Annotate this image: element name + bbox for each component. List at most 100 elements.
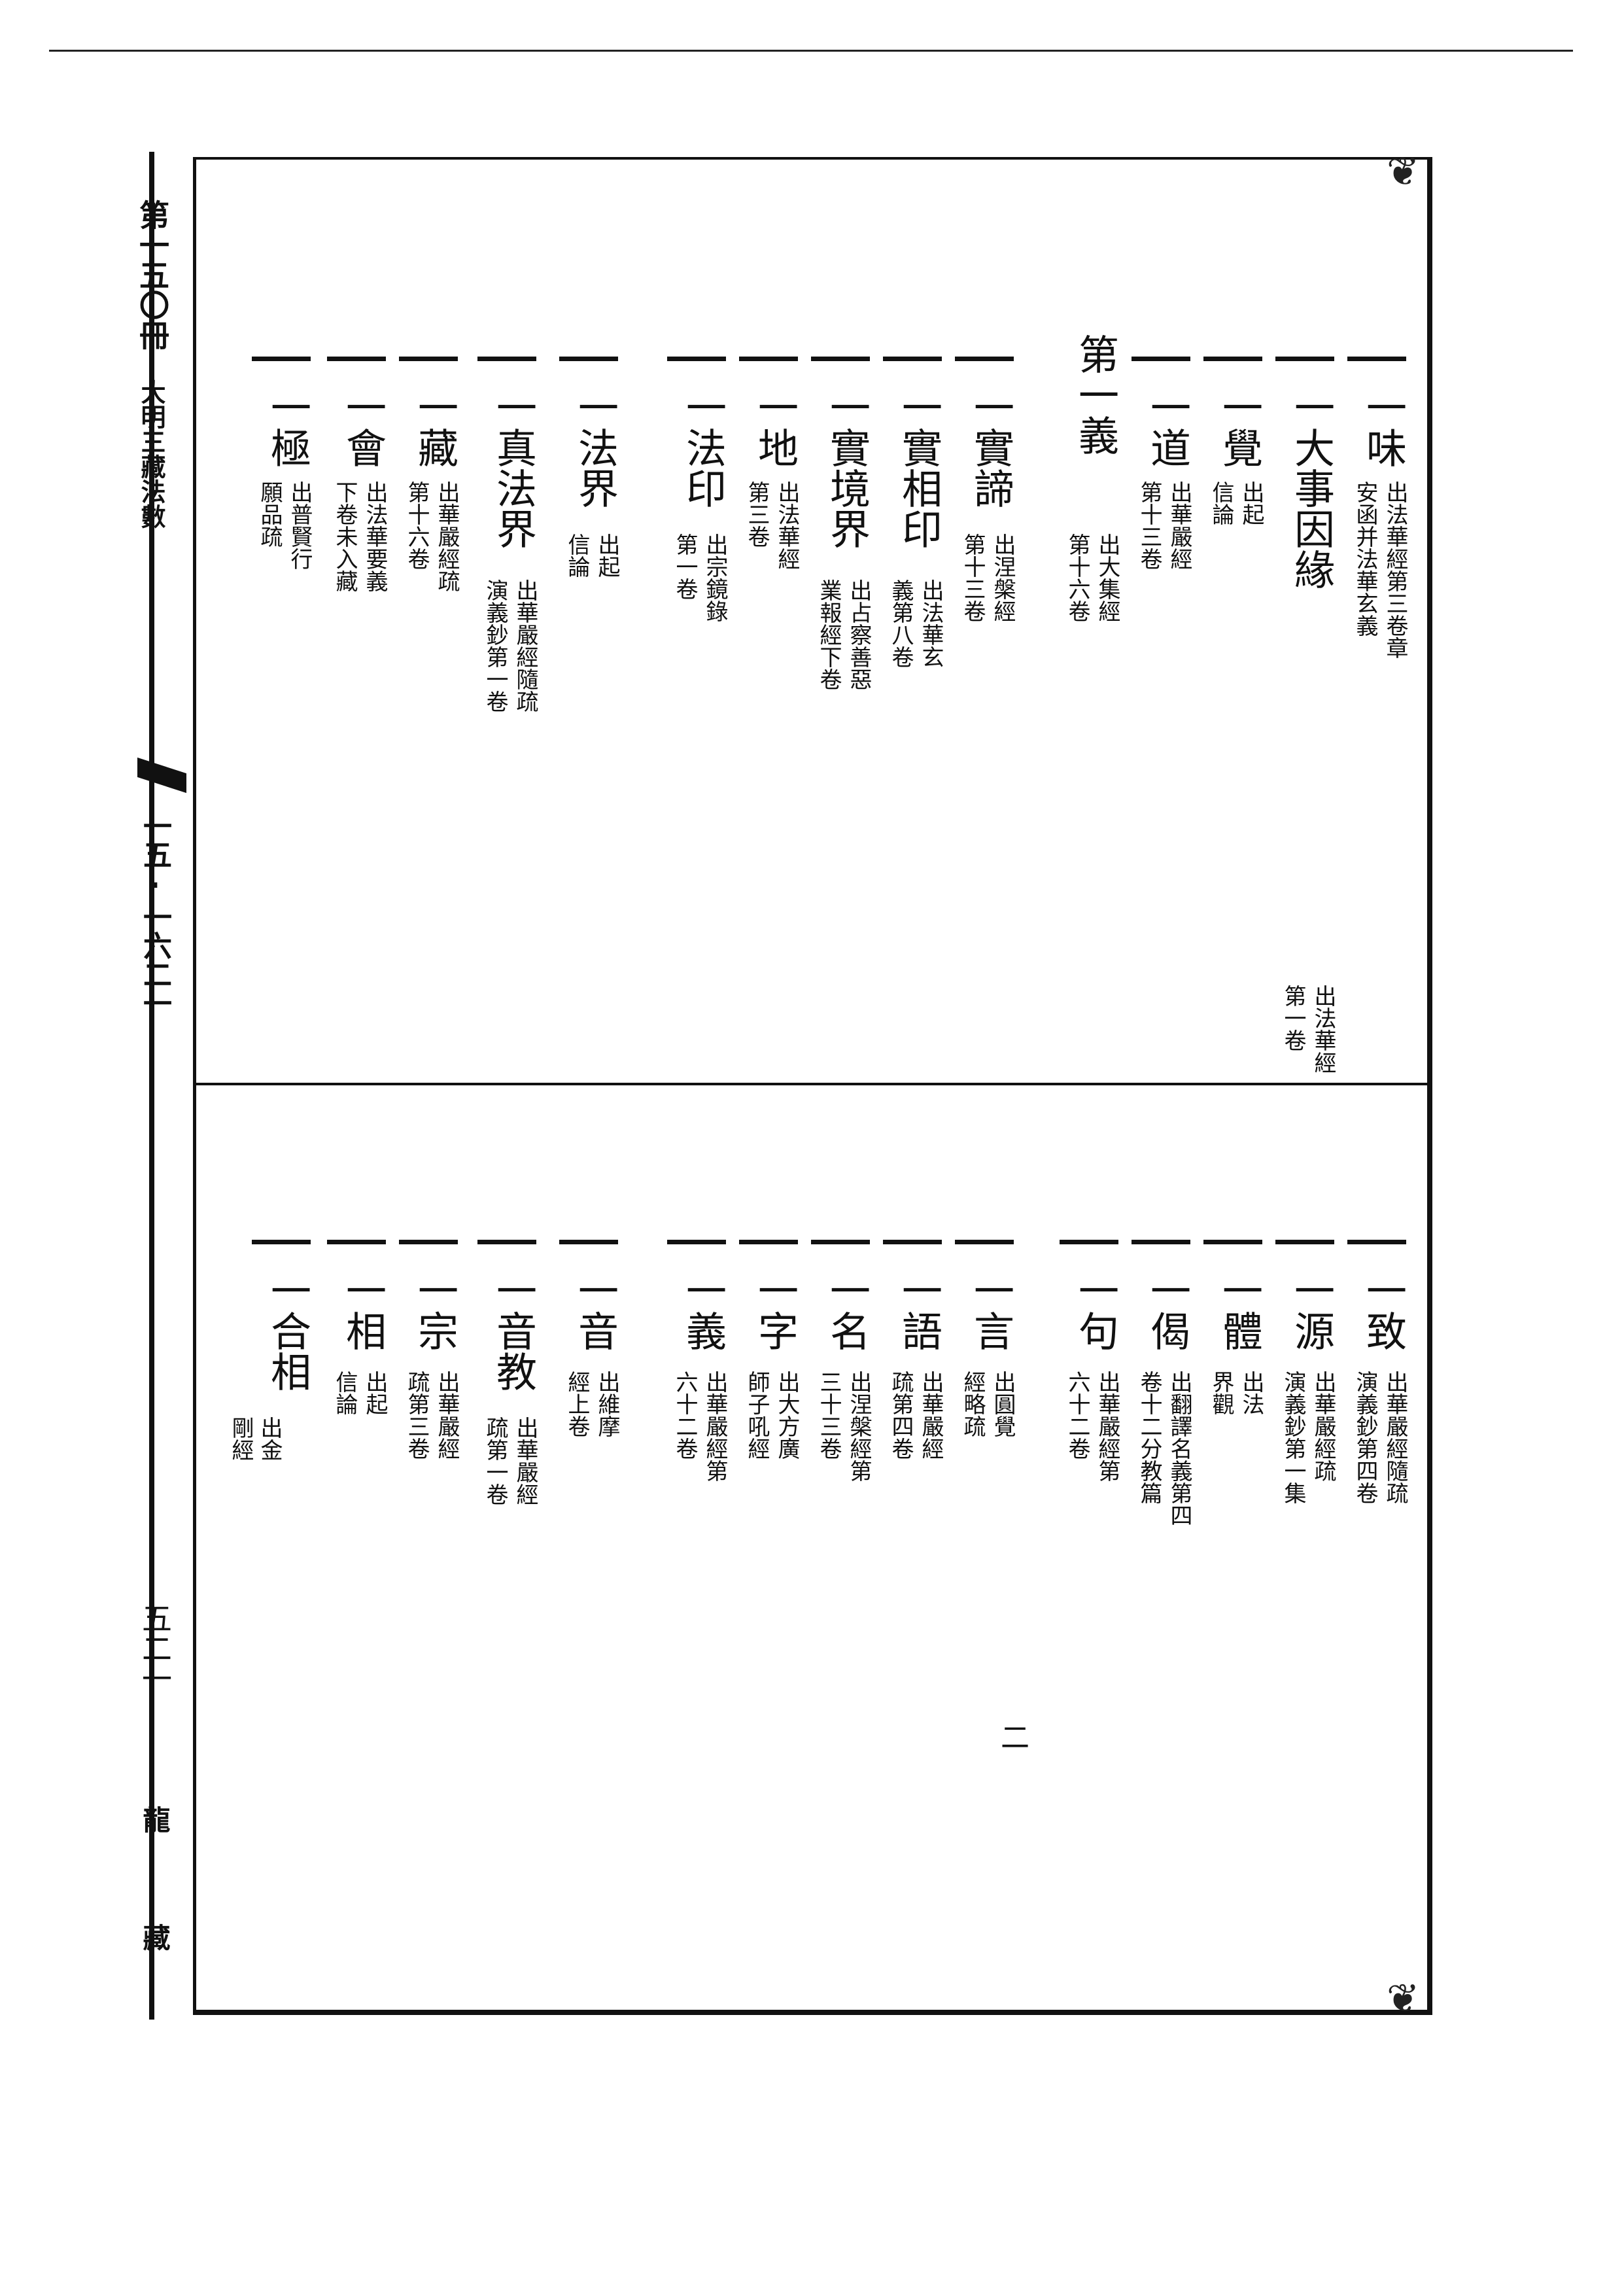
entry-source: 出華嚴經疏: [1310, 1371, 1336, 1482]
entry-source: 安函并法華玄義: [1352, 481, 1378, 637]
entry-source: 出維摩: [594, 1371, 620, 1437]
entry-source: 出涅槃經第: [846, 1371, 872, 1482]
entry-dash: [252, 1240, 311, 1244]
entry-source: 出圓覺: [990, 1371, 1016, 1437]
entry-source: 第十三卷: [1136, 481, 1162, 570]
entry-dash: [1132, 357, 1190, 361]
entry-term: 一相: [339, 1270, 387, 1351]
entry-term: 一義: [679, 1270, 727, 1351]
section-divider: [193, 1083, 1432, 1085]
entry-term: 一實境界: [823, 387, 871, 549]
entry-source: 出涅槃經: [990, 533, 1016, 622]
entry-source: 出占察善惡: [846, 579, 872, 690]
entry-term: 一合相: [264, 1270, 311, 1392]
entry-dash: [883, 1240, 942, 1244]
entry-dash: [955, 357, 1014, 361]
entry-dash: [739, 357, 798, 361]
entry-source: 出起: [362, 1371, 388, 1415]
entry-dash: [883, 357, 942, 361]
entry-source: 剛經: [228, 1416, 254, 1461]
entry-dash: [1203, 357, 1262, 361]
entry-dash: [477, 1240, 536, 1244]
entry-source: 信論: [1208, 481, 1234, 525]
entry-dash: [1275, 357, 1334, 361]
entry-source: 疏第一卷: [482, 1416, 508, 1505]
entry-dash: [559, 1240, 618, 1244]
entry-source: 師子吼經: [744, 1371, 770, 1460]
entry-source: 下卷未入藏: [332, 481, 358, 592]
entry-source: 第十三卷: [959, 533, 986, 622]
entry-term: 一實諦: [967, 387, 1014, 508]
entry-source: 信論: [332, 1371, 358, 1415]
entry-source: 界觀: [1208, 1371, 1234, 1415]
edition-mark-bottom: 藏: [139, 1923, 171, 1951]
entry-dash: [667, 1240, 726, 1244]
entry-dash: [811, 357, 870, 361]
entry-source: 出法華經: [1310, 985, 1336, 1074]
corner-ornament-bottom: ❦: [1387, 1976, 1420, 2022]
entry-dash: [667, 357, 726, 361]
entry-term: 一音教: [489, 1270, 537, 1392]
entry-term: 一道: [1143, 387, 1191, 468]
entry-term: 一地: [751, 387, 799, 468]
entry-term: 一言: [967, 1270, 1014, 1351]
entry-dash: [1060, 1240, 1118, 1244]
entry-term: 一法印: [679, 387, 727, 508]
entry-term: 一法界: [571, 387, 619, 508]
entry-source: 出華嚴經第: [1094, 1371, 1120, 1482]
entry-source: 演義鈔第一卷: [482, 579, 508, 712]
entry-source: 出華嚴經隨疏: [1382, 1371, 1408, 1504]
entry-source: 出宗鏡錄: [702, 533, 728, 622]
entry-term: 一源: [1287, 1270, 1335, 1351]
entry-dash: [1347, 1240, 1406, 1244]
entry-dash: [252, 357, 311, 361]
entry-source: 出翻譯名義第四: [1166, 1371, 1192, 1526]
entry-term: 一極: [264, 387, 311, 468]
entry-dash: [327, 1240, 386, 1244]
entry-source: 義第八卷: [888, 579, 914, 668]
entry-source: 出法華要義: [362, 481, 388, 592]
book-title: 大明三藏法數: [137, 379, 165, 529]
entry-source: 疏第四卷: [888, 1371, 914, 1460]
entry-dash: [1275, 1240, 1334, 1244]
entry-term: 第一義: [1071, 334, 1119, 455]
entry-source: 疏第三卷: [404, 1371, 430, 1460]
page-ref: 一五·一六二一: [138, 811, 171, 1017]
entry-term: 一致: [1359, 1270, 1407, 1351]
entry-source: 第十六卷: [1064, 533, 1090, 622]
entry-term: 一大事因緣: [1287, 387, 1335, 589]
entry-term: 一語: [895, 1270, 942, 1351]
top-rule: [49, 50, 1573, 52]
entry-source: 業報經下卷: [816, 579, 842, 690]
entry-dash: [955, 1240, 1014, 1244]
entry-term: 一味: [1359, 387, 1407, 468]
entry-dash: [399, 1240, 458, 1244]
entry-term: 一覺: [1215, 387, 1263, 468]
entry-source: 出華嚴經: [512, 1416, 538, 1505]
entry-source: 演義鈔第四卷: [1352, 1371, 1378, 1504]
entry-dash: [559, 357, 618, 361]
entry-source: 信論: [564, 533, 590, 578]
entry-source: 出華嚴經隨疏: [512, 579, 538, 712]
entry-dash: [739, 1240, 798, 1244]
page-number: 五二一: [137, 1603, 173, 1693]
entry-source: 第三卷: [744, 481, 770, 548]
entry-term: 一音: [571, 1270, 619, 1351]
entry-source: 出華嚴經: [918, 1371, 944, 1460]
margin-bar: [149, 152, 154, 2020]
entry-source: 三十三卷: [816, 1371, 842, 1460]
entry-source: 出法華玄: [918, 579, 944, 668]
entry-term: 一偈: [1143, 1270, 1191, 1351]
entry-term: 一體: [1215, 1270, 1263, 1351]
entry-term: 一會: [339, 387, 387, 468]
entry-source: 六十二卷: [1064, 1371, 1090, 1460]
entry-source: 出華嚴經: [1166, 481, 1192, 570]
entry-term: 一真法界: [489, 387, 537, 549]
entry-dash: [1203, 1240, 1262, 1244]
entry-source: 願品疏: [256, 481, 283, 548]
entry-source: 第一卷: [672, 533, 698, 600]
entry-source: 演義鈔第一集: [1280, 1371, 1306, 1504]
entry-source: 出華嚴經第: [702, 1371, 728, 1482]
margin-mark: [137, 757, 186, 794]
entry-source: 出法: [1238, 1371, 1264, 1415]
